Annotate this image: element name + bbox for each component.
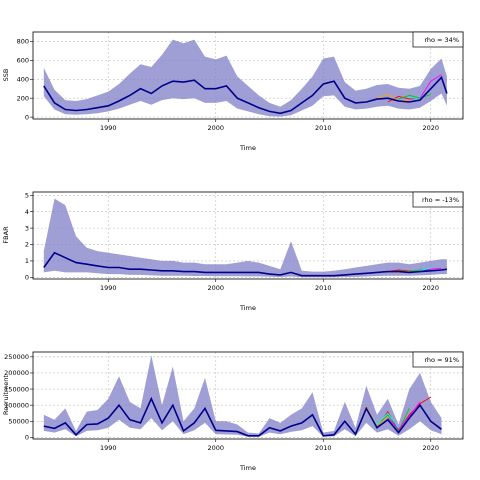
rho-label: rho = -13%: [422, 196, 459, 204]
rho-legend-box: [412, 351, 464, 368]
y-tick-label: 0: [25, 113, 29, 121]
y-tick-label: 100000: [4, 401, 29, 409]
median-line: [43, 396, 442, 437]
y-tick-label: 200: [17, 94, 29, 102]
rho-label: rho = 34%: [424, 36, 459, 44]
y-tick-label: 150000: [4, 385, 29, 393]
panel-recruitment: 1990 2000 2010 2020 0 50000 100000 150000 200000…: [2, 351, 464, 472]
x-axis-title: Time: [239, 304, 256, 312]
y-tick-label: 1: [25, 257, 29, 265]
panel-fbar: 1990 2000 2010 2020 0 1 2 3 4 5 Time FBAR rho = -13%: [2, 191, 464, 312]
median-line: [43, 251, 448, 277]
y-tick-label: 0: [25, 274, 29, 282]
rho-label: rho = 91%: [424, 356, 459, 364]
plot-frame: [32, 31, 464, 120]
y-axis-title: FBAR: [2, 226, 10, 244]
y-tick-label: 2: [25, 241, 29, 249]
y-axis-title: SSB: [2, 69, 10, 82]
x-tick-label: 2020: [422, 124, 439, 132]
x-tick-label: 2000: [207, 444, 224, 452]
median-line: [43, 75, 448, 115]
x-tick-label: 2000: [207, 124, 224, 132]
x-tick-label: 2020: [422, 284, 439, 292]
peel-line: [387, 401, 421, 430]
y-tick-label: 0: [25, 434, 29, 442]
x-tick-label: 2020: [422, 444, 439, 452]
peel-line: [376, 93, 410, 102]
peel-line: [398, 93, 431, 100]
y-tick-label: 50000: [8, 417, 29, 425]
confidence-band: [43, 39, 447, 117]
y-tick-label: 3: [25, 224, 29, 232]
y-axis-title: Recruitment: [2, 375, 10, 415]
rho-legend-box: [412, 31, 464, 48]
plot-frame: [32, 191, 464, 280]
plot-frame: [32, 351, 464, 440]
x-tick-label: 1990: [100, 124, 117, 132]
y-tick-label: 200000: [4, 369, 29, 377]
x-axis-title: Time: [239, 464, 256, 472]
rho-legend-box: [412, 191, 464, 208]
confidence-band: [43, 198, 447, 278]
panel-ssb: 1990 2000 2010 2020 0 200 400 600 800 Time SSB rho …: [2, 31, 464, 152]
peel-line: [419, 74, 442, 99]
x-tick-label: 2000: [207, 284, 224, 292]
x-axis-title: Time: [239, 144, 256, 152]
y-tick-label: 800: [17, 38, 29, 46]
y-tick-label: 400: [17, 75, 29, 83]
x-tick-label: 2010: [315, 124, 332, 132]
x-tick-label: 1990: [100, 284, 117, 292]
y-tick-label: 4: [25, 208, 29, 216]
x-tick-label: 1990: [100, 444, 117, 452]
x-tick-label: 2010: [315, 284, 332, 292]
y-tick-label: 5: [25, 191, 29, 199]
y-tick-label: 250000: [4, 353, 29, 361]
x-tick-label: 2010: [315, 444, 332, 452]
y-tick-label: 600: [17, 57, 29, 65]
